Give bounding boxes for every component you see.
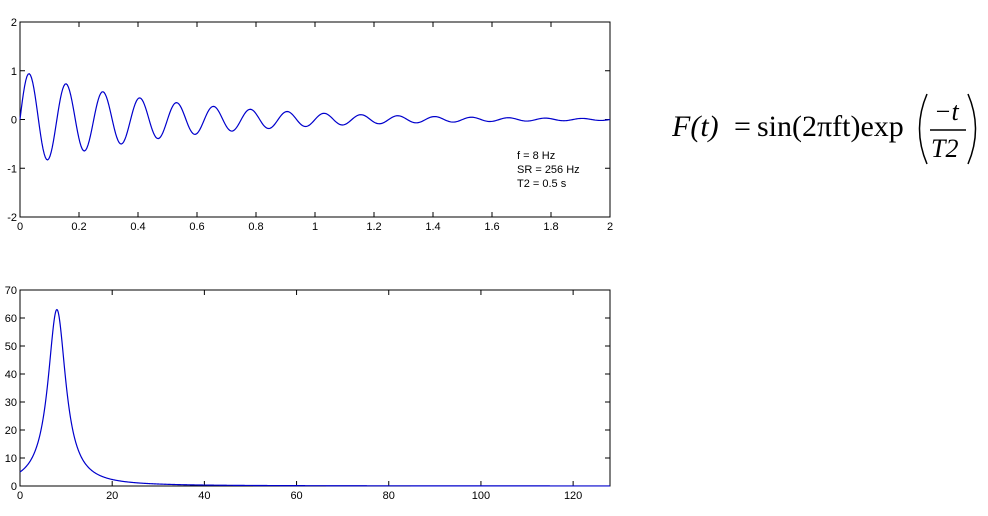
spectrum-chart-y-tick-label: 50	[5, 341, 17, 353]
spectrum-chart-x-tick-labels: 0 20 40 60 80 100 120	[17, 490, 582, 502]
time-chart-x-tick-label: 1.4	[425, 221, 440, 233]
spectrum-chart-x-tick-label: 80	[383, 490, 395, 502]
time-chart-x-tick-label: 1.6	[484, 221, 499, 233]
time-chart-x-tick-label: 2	[607, 221, 613, 233]
time-chart-x-tick-label: 1.8	[543, 221, 558, 233]
spectrum-chart-x-tick-label: 60	[290, 490, 302, 502]
time-domain-chart: 0 0.2 0.4 0.6 0.8 1 1.2 1.4 1.6 1.8 2 -2 -1 0 1 2 f = …	[7, 17, 613, 233]
formula-left-paren	[918, 93, 928, 165]
time-chart-y-tick-label: -1	[7, 163, 17, 175]
formula-equals: =	[734, 110, 751, 143]
spectrum-chart-x-tick-label: 20	[106, 490, 118, 502]
annotation-frequency: f = 8 Hz	[517, 150, 555, 162]
time-chart-annotation: f = 8 Hz SR = 256 Hz T2 = 0.5 s	[517, 150, 580, 190]
spectrum-chart-y-tick-label: 70	[5, 285, 17, 297]
time-chart-x-tick-label: 0	[17, 221, 23, 233]
formula-lhs: F(t)	[672, 110, 719, 143]
time-chart-x-tick-label: 1.2	[366, 221, 381, 233]
time-chart-y-tick-labels: -2 -1 0 1 2	[7, 17, 17, 224]
time-chart-x-tick-label: 0.4	[130, 221, 145, 233]
spectrum-chart-x-tick-label: 100	[472, 490, 490, 502]
formula-numerator: −t	[934, 97, 960, 126]
spectrum-chart-y-tick-label: 0	[11, 481, 17, 493]
formula-lhs-text: F(t)	[672, 110, 719, 143]
spectrum-chart: 0 20 40 60 80 100 120 0 10 20 30 40 50 60 70	[5, 285, 611, 502]
spectrum-chart-y-tick-labels: 0 10 20 30 40 50 60 70	[5, 285, 17, 493]
time-chart-y-tick-label: 2	[11, 17, 17, 29]
time-chart-x-tick-labels: 0 0.2 0.4 0.6 0.8 1 1.2 1.4 1.6 1.8 2	[17, 221, 613, 233]
spectrum-chart-y-tick-label: 40	[5, 369, 17, 381]
spectrum-chart-x-tick-label: 120	[564, 490, 582, 502]
spectrum-chart-x-tick-label: 40	[198, 490, 210, 502]
time-chart-x-tick-label: 1	[312, 221, 318, 233]
time-chart-x-tick-label: 0.8	[248, 221, 263, 233]
time-chart-y-tick-label: -2	[7, 212, 17, 224]
time-chart-y-tick-label: 1	[11, 66, 17, 78]
spectrum-chart-frame	[19, 289, 611, 487]
formula: F(t) = sin(2πft)exp −t T2	[672, 93, 977, 165]
formula-denominator: T2	[931, 134, 958, 163]
time-chart-x-tick-label: 0.6	[189, 221, 204, 233]
spectrum-chart-ticks	[19, 289, 610, 487]
time-chart-series-line	[19, 72, 611, 161]
spectrum-chart-x-tick-label: 0	[17, 490, 23, 502]
spectrum-chart-y-tick-label: 20	[5, 425, 17, 437]
time-chart-x-tick-label: 0.2	[71, 221, 86, 233]
annotation-sample-rate: SR = 256 Hz	[517, 164, 580, 176]
formula-right-paren	[967, 93, 977, 165]
spectrum-chart-y-tick-label: 10	[5, 453, 17, 465]
spectrum-chart-y-tick-label: 60	[5, 313, 17, 325]
spectrum-chart-series-line	[19, 308, 610, 487]
time-chart-y-tick-label: 0	[11, 115, 17, 127]
spectrum-chart-y-tick-label: 30	[5, 397, 17, 409]
annotation-t2: T2 = 0.5 s	[517, 178, 567, 190]
formula-body: sin(2πft)exp	[757, 110, 904, 143]
